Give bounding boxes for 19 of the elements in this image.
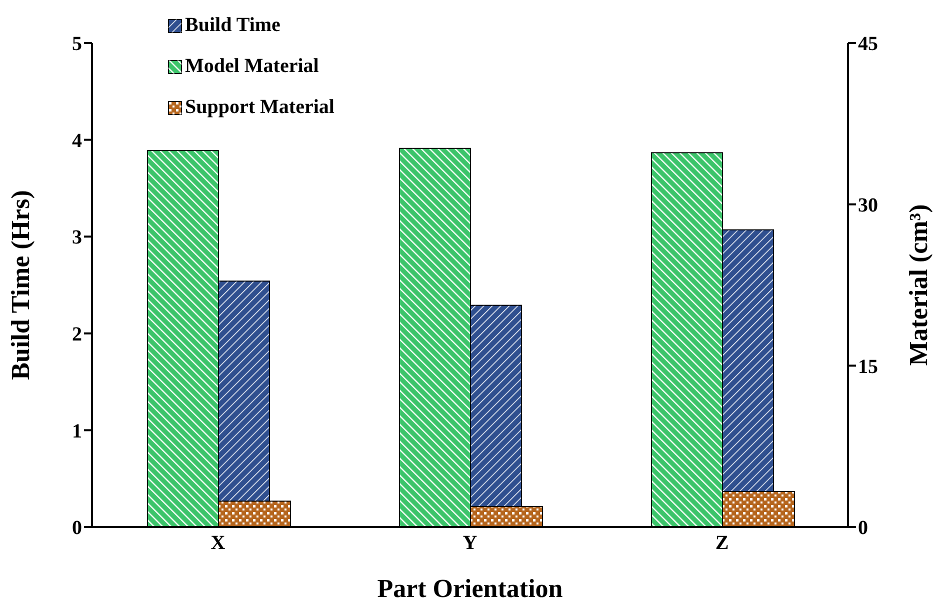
y-tick-label: 0 (72, 517, 82, 540)
x-tick-label: Z (715, 532, 729, 554)
legend-label: Model Material (185, 55, 319, 78)
legend-label: Support Material (185, 96, 334, 119)
legend-label: Build Time (185, 14, 280, 37)
y-tick-label: 3 (72, 226, 82, 249)
y2-tick-label: 15 (858, 356, 878, 378)
y-tick-label: 4 (72, 130, 82, 152)
y-tick-label: 1 (72, 420, 82, 442)
x-axis-title: Part Orientation (377, 574, 564, 603)
y2-tick-label: 45 (858, 33, 878, 56)
y-tick-label: 5 (72, 33, 82, 56)
y-axis-title: Build Time (Hrs) (6, 190, 36, 380)
x-tick-label: X (210, 532, 226, 554)
y2-tick-label: 30 (858, 194, 878, 216)
y2-tick-label: 0 (858, 517, 868, 540)
y-tick-label: 2 (72, 324, 82, 346)
y2-axis-title: Material (cm³) (904, 204, 934, 366)
x-tick-label: Y (462, 532, 478, 554)
